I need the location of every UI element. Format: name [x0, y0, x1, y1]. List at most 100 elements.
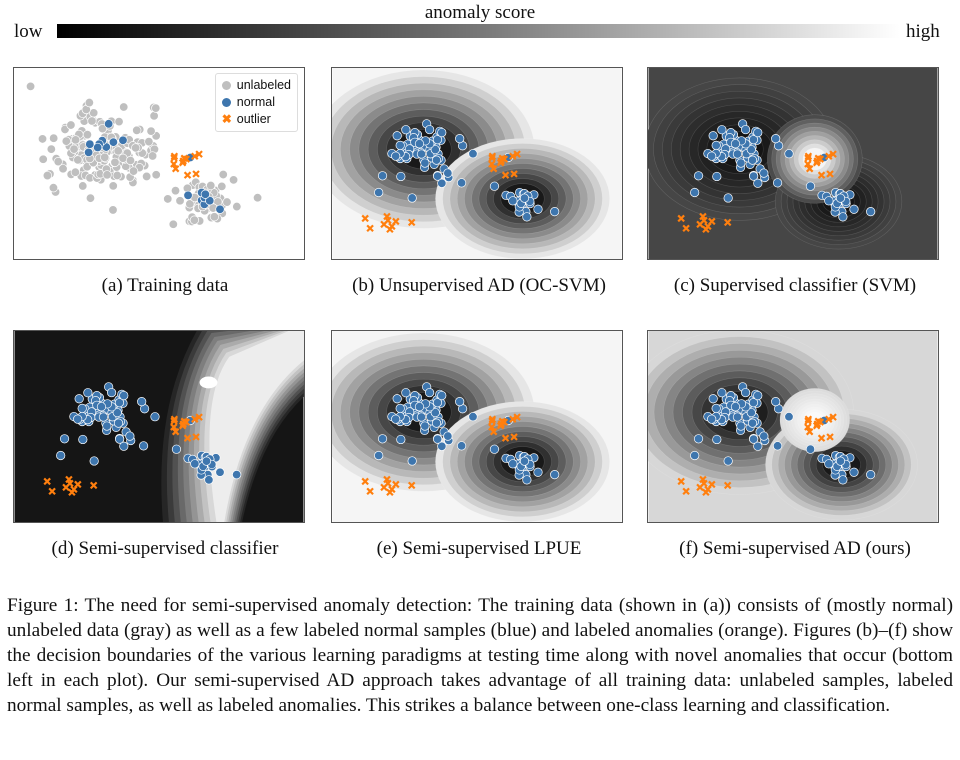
outlier-cross [826, 170, 834, 178]
panel-label-f: (f) Semi-supervised AD (ours) [679, 538, 911, 559]
normal-point [740, 124, 751, 135]
normal-point [201, 456, 212, 466]
normal-point [395, 140, 405, 151]
normal-point [437, 390, 447, 401]
colorbar-title: anomaly score [424, 2, 536, 23]
outlier-cross [702, 488, 710, 497]
normal-point [711, 140, 721, 151]
outlier-cross [723, 481, 732, 490]
normal-point [712, 171, 722, 182]
normal-point [690, 450, 700, 461]
outlier-cross [501, 434, 510, 442]
normal-point [736, 421, 746, 431]
normal-point [113, 418, 124, 428]
normal-point [96, 402, 107, 412]
panel-semi-supervised-classifier [13, 330, 305, 523]
outlier-cross [366, 224, 374, 233]
outlier-point [179, 157, 188, 165]
normal-point [437, 441, 447, 451]
unlabeled-point [114, 117, 124, 127]
novel-anomaly-point [89, 481, 98, 490]
outlier-point [804, 423, 812, 431]
outlier-cross [510, 433, 518, 441]
panel-label-a: (a) Training data [101, 275, 229, 296]
outlier-point [826, 170, 834, 178]
plot-area [332, 68, 622, 259]
unlabeled-point [102, 170, 112, 180]
outlier-point [825, 152, 833, 160]
novel-anomaly-point [361, 477, 369, 486]
novel-anomaly-point [383, 475, 391, 484]
outlier-point [488, 152, 497, 160]
novel-anomaly-point [392, 480, 400, 489]
outlier-cross [699, 475, 707, 484]
normal-point [171, 444, 182, 454]
unlabeled-point [151, 103, 161, 113]
unlabeled-point [131, 143, 141, 153]
normal-point [717, 388, 727, 398]
plot-area [648, 331, 938, 522]
outlier-cross [708, 217, 716, 226]
normal-point [377, 434, 388, 444]
unlabeled-point [144, 137, 154, 147]
outlier-cross [191, 415, 199, 423]
outlier-cross [804, 160, 812, 168]
normal-point [771, 397, 781, 407]
unlabeled-point [87, 116, 97, 126]
normal-point [456, 178, 467, 188]
normal-point [772, 178, 783, 188]
normal-point [56, 450, 66, 461]
unlabeled-point [217, 181, 227, 191]
novel-anomaly-point [723, 218, 732, 227]
unlabeled-point [112, 170, 122, 181]
normal-point [106, 387, 117, 398]
normal-point [112, 407, 122, 418]
unlabeled-point [73, 155, 83, 165]
normal-point [522, 212, 532, 222]
normal-point [137, 397, 147, 407]
unlabeled-point [148, 151, 158, 161]
outlier-point [817, 434, 826, 442]
normal-point [730, 139, 741, 149]
novel-anomaly-point [723, 481, 732, 490]
outlier-point [804, 415, 813, 423]
novel-anomaly-point [708, 480, 716, 489]
unlabeled-point [125, 155, 136, 166]
unlabeled-point [61, 136, 71, 146]
outlier-cross [407, 218, 416, 227]
normal-point [519, 456, 530, 466]
normal-point [108, 137, 118, 147]
outlier-cross [183, 171, 192, 179]
normal-point [401, 388, 411, 398]
unlabeled-point [58, 164, 68, 174]
outlier-cross [513, 150, 521, 158]
outlier-cross [497, 157, 506, 165]
normal-point [433, 434, 443, 444]
normal-point [215, 204, 225, 214]
normal-point [849, 467, 859, 477]
normal-point [395, 403, 405, 414]
outlier-cross [829, 413, 837, 421]
outlier-cross [383, 212, 391, 221]
panel-label-b: (b) Unsupervised AD (OC-SVM) [352, 275, 606, 296]
outlier-cross [817, 171, 826, 179]
normal-point [416, 412, 427, 422]
normal-point [693, 171, 704, 181]
outlier-cross [805, 164, 814, 173]
unlabeled-point [100, 152, 110, 162]
normal-point [723, 193, 733, 203]
outlier-cross [386, 225, 394, 234]
unlabeled-point [70, 167, 80, 177]
panel-label-e: (e) Semi-supervised LPUE [376, 538, 582, 559]
outlier-point [489, 164, 498, 173]
normal-point [430, 144, 440, 155]
novel-anomaly-point [708, 217, 716, 226]
normal-point [420, 421, 430, 431]
outlier-point [813, 420, 822, 428]
normal-point [374, 450, 384, 461]
unlabeled-point [49, 133, 59, 143]
outlier-point [171, 164, 180, 173]
unlabeled-marker-icon [221, 81, 231, 90]
outlier-cross [813, 420, 822, 428]
novel-anomaly-point [702, 225, 710, 234]
